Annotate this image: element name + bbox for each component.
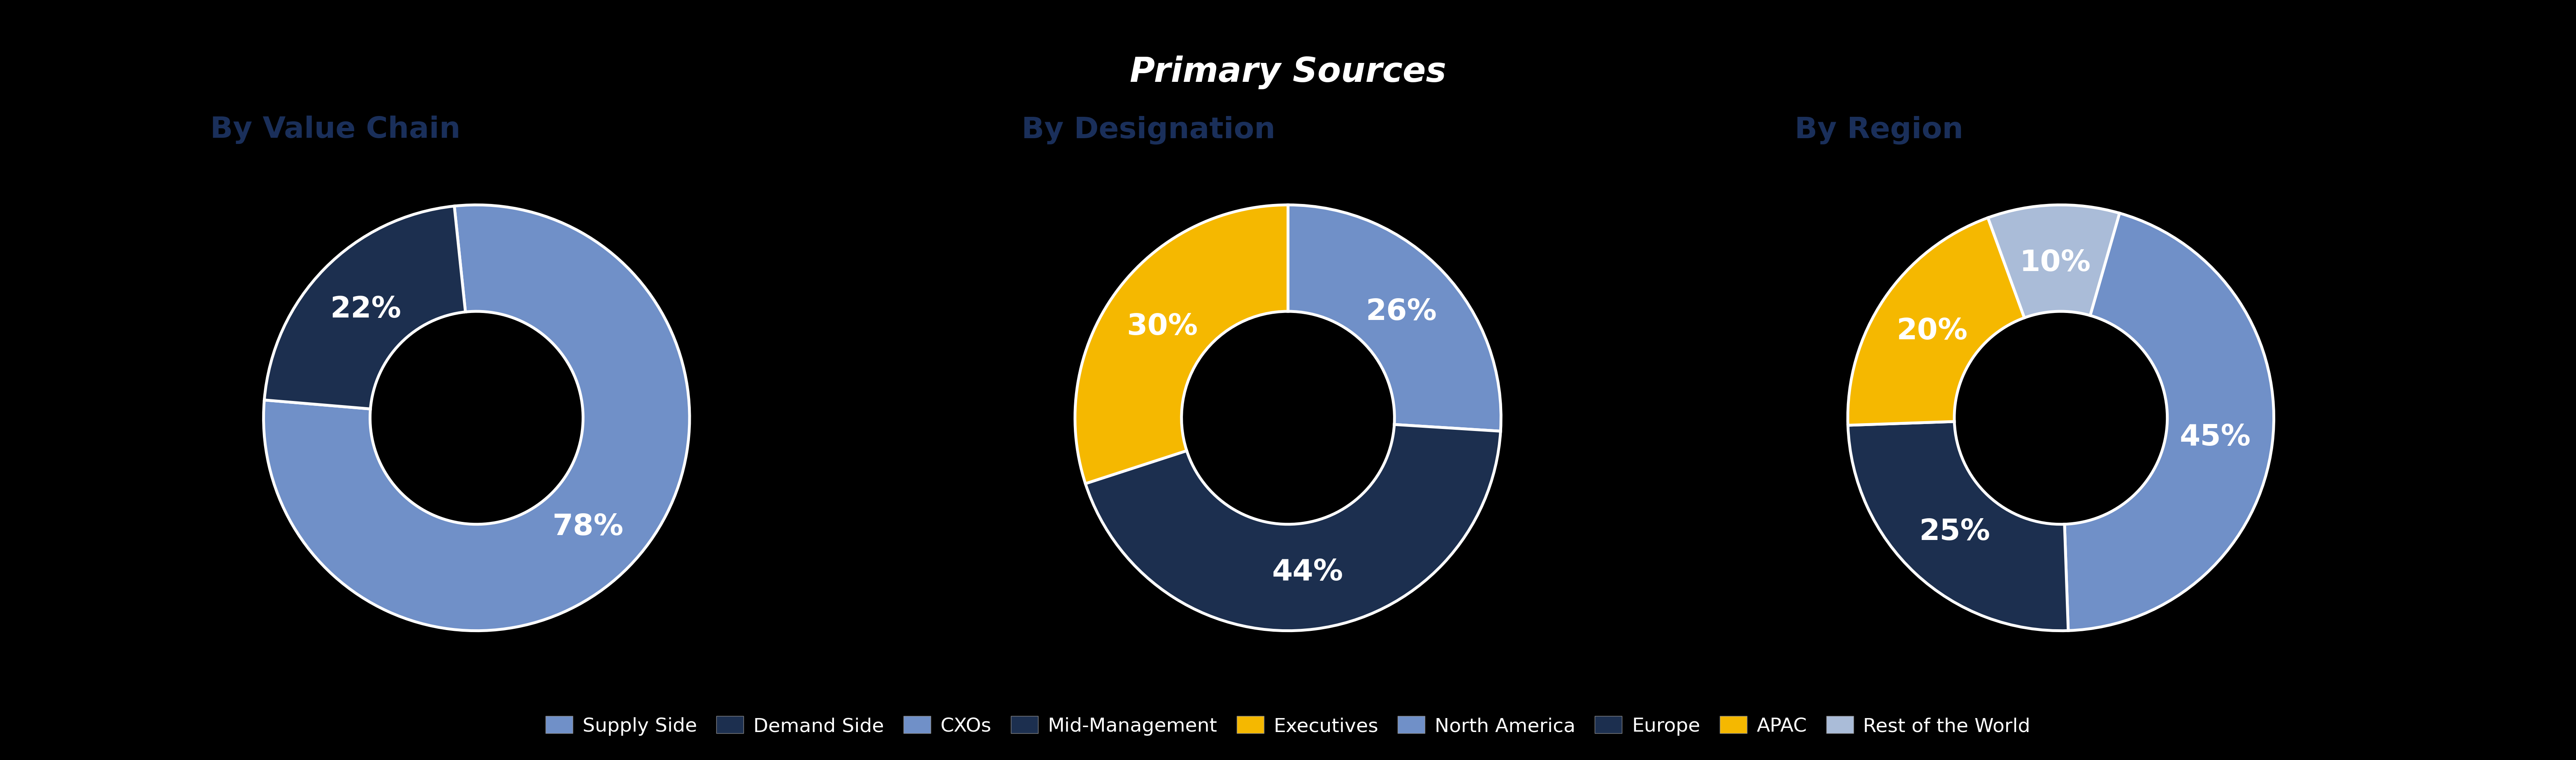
Text: 44%: 44% (1273, 558, 1342, 586)
Text: By Designation: By Designation (1023, 116, 1275, 144)
Text: 20%: 20% (1896, 317, 1968, 345)
Wedge shape (1847, 218, 2025, 426)
Wedge shape (265, 207, 466, 409)
Wedge shape (2063, 214, 2275, 631)
Text: 25%: 25% (1919, 518, 1991, 546)
Wedge shape (1989, 205, 2120, 318)
Text: By Region: By Region (1795, 116, 1963, 144)
Text: 22%: 22% (330, 295, 402, 324)
Wedge shape (1074, 205, 1288, 484)
Text: By Value Chain: By Value Chain (211, 116, 461, 144)
Legend: Supply Side, Demand Side, CXOs, Mid-Management, Executives, North America, Europ: Supply Side, Demand Side, CXOs, Mid-Mana… (541, 711, 2035, 741)
Text: Primary Sources: Primary Sources (1131, 55, 1445, 89)
Wedge shape (1847, 422, 2069, 631)
Wedge shape (1084, 425, 1502, 631)
Text: 45%: 45% (2179, 423, 2251, 451)
Text: 78%: 78% (551, 512, 623, 541)
Text: 30%: 30% (1126, 312, 1198, 341)
Text: 26%: 26% (1365, 297, 1437, 326)
Wedge shape (263, 205, 690, 631)
Text: 10%: 10% (2020, 249, 2092, 277)
Wedge shape (1288, 205, 1502, 432)
